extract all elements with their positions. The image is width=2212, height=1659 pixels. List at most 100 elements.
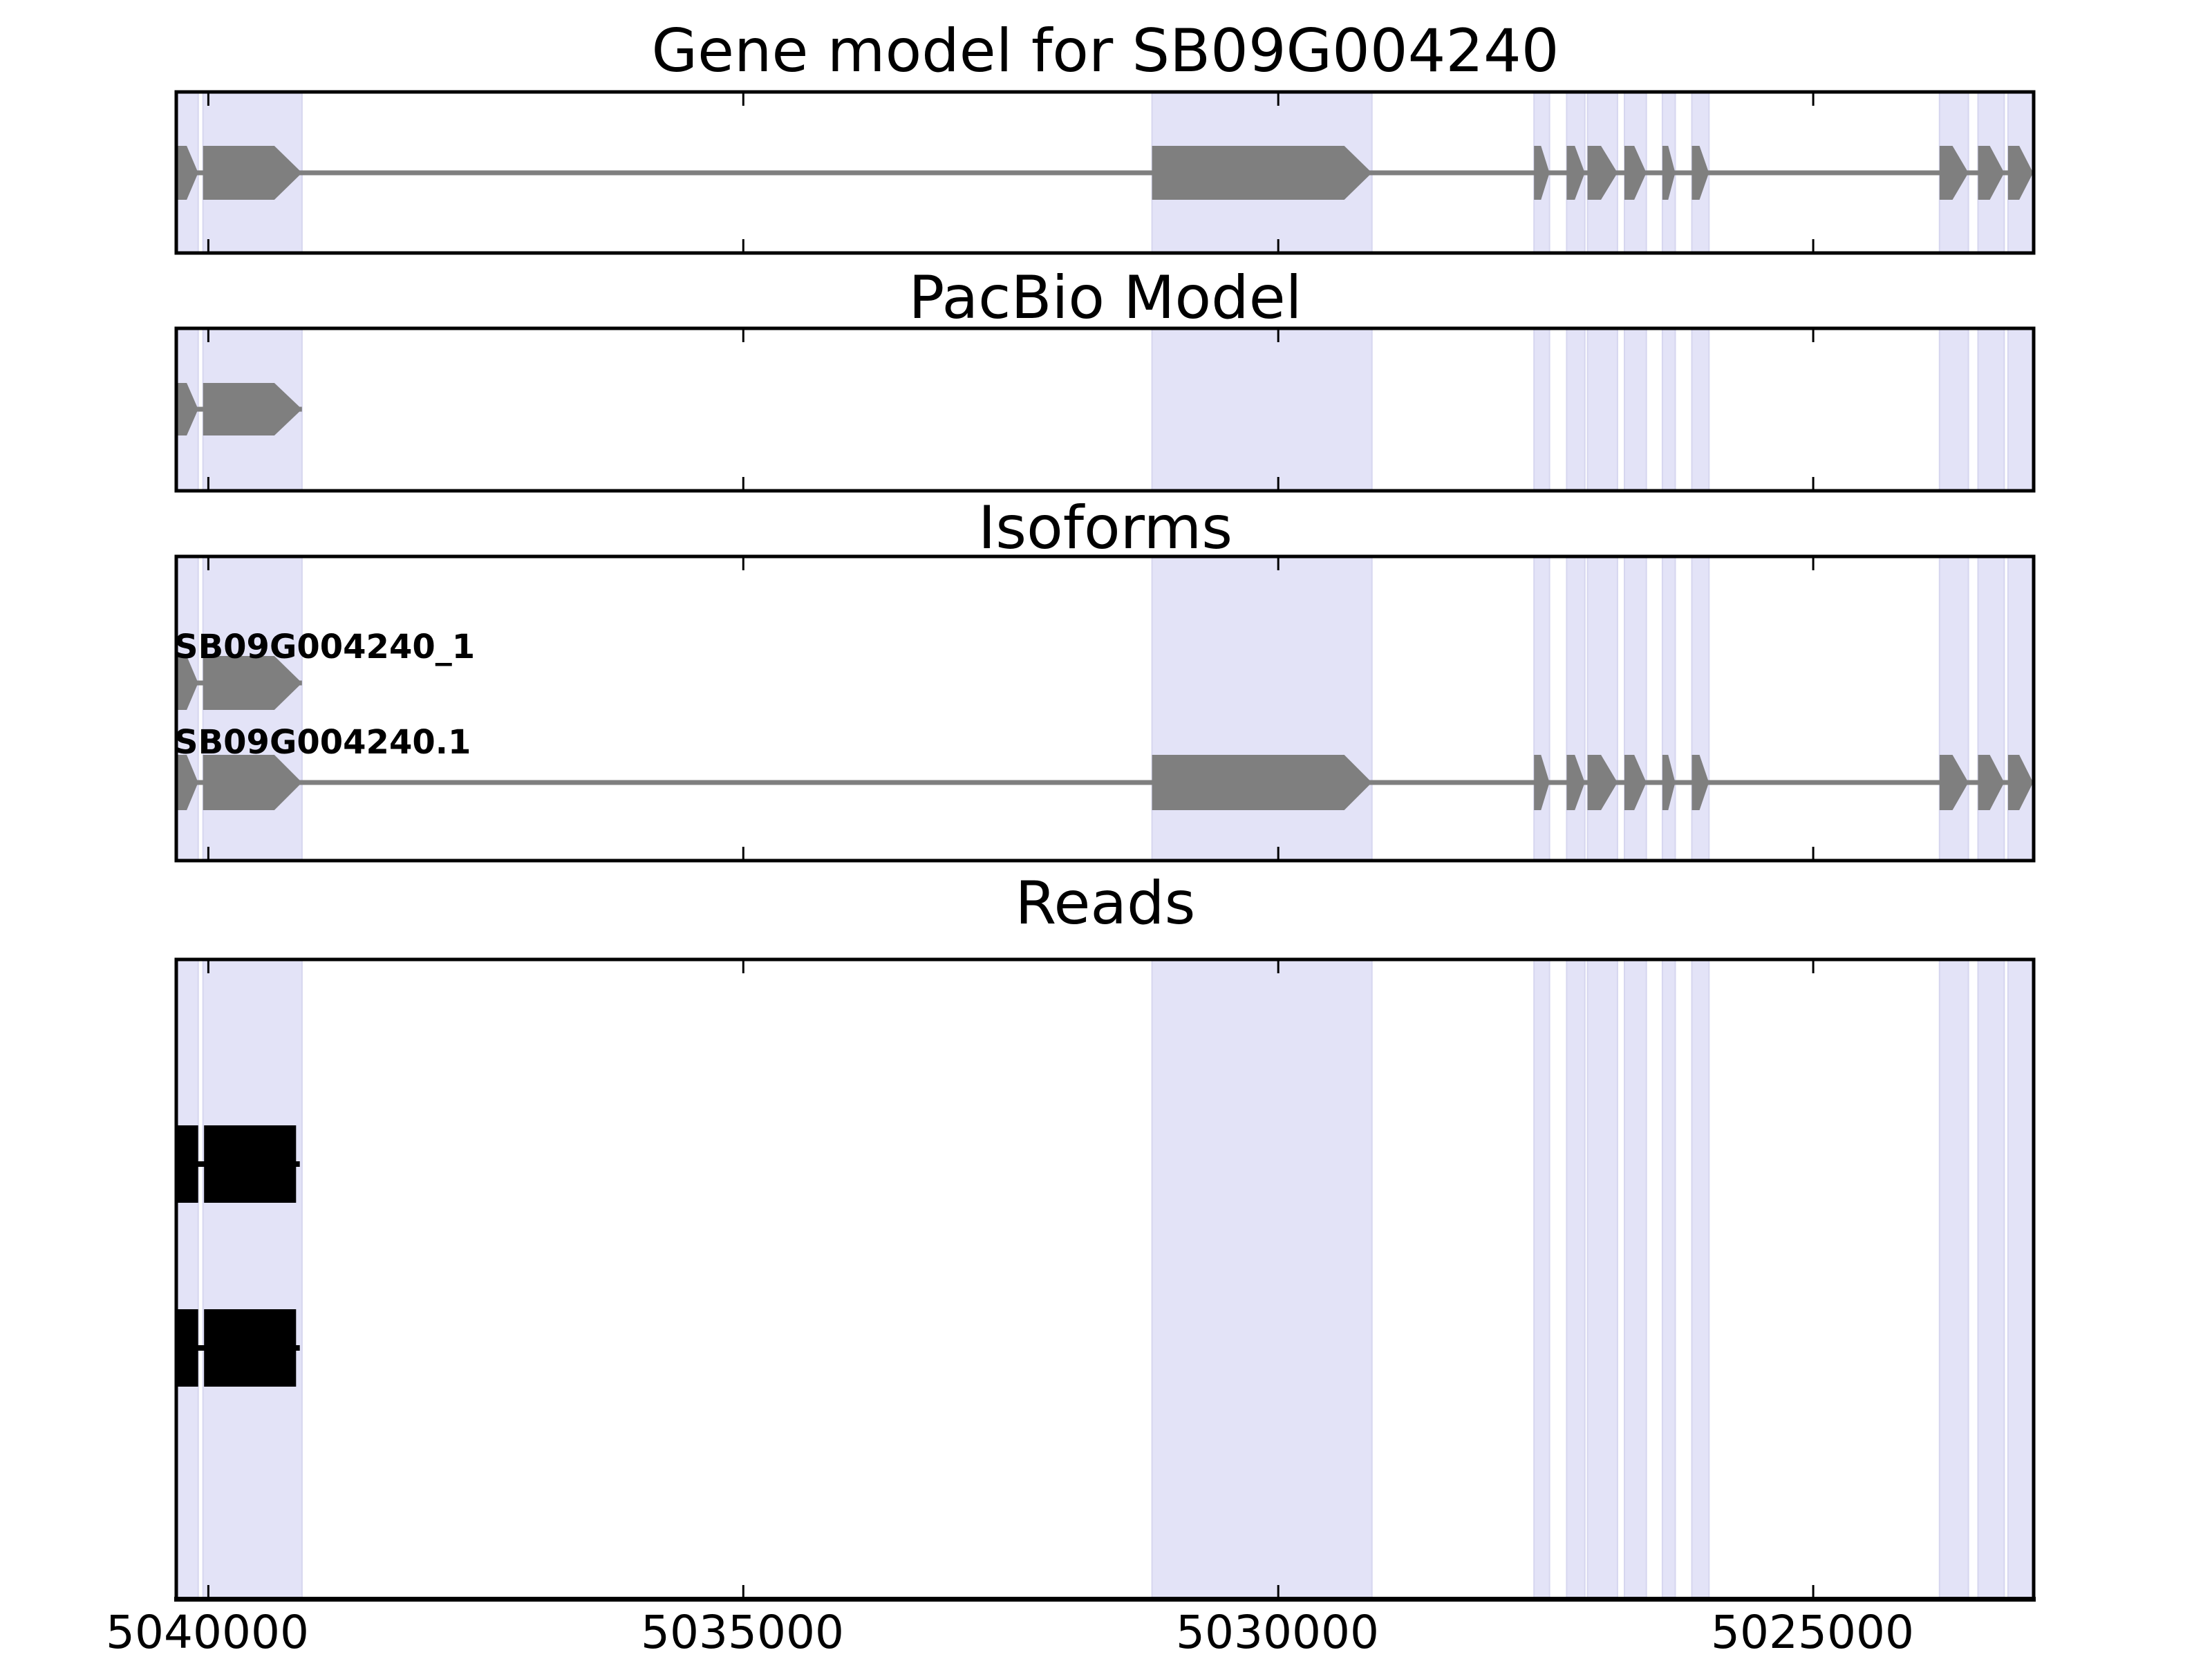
exon-arrow	[1939, 755, 1969, 810]
axis-tick	[207, 330, 209, 342]
highlight-band	[2007, 959, 2034, 1600]
exon-arrow	[1691, 146, 1709, 200]
highlight-band	[1977, 328, 2005, 491]
exon-arrow	[177, 383, 198, 435]
axis-tick	[1277, 239, 1280, 252]
highlight-band	[1624, 328, 1647, 491]
exon-arrow	[1587, 755, 1618, 810]
exon-arrow	[1587, 146, 1618, 200]
x-axis-line	[174, 1597, 2036, 1602]
highlight-band	[1533, 328, 1550, 491]
highlight-band	[1691, 959, 1710, 1600]
highlight-band	[1977, 556, 2005, 861]
exon-arrow	[1978, 755, 2005, 810]
highlight-band	[1151, 328, 1373, 491]
exon-arrow	[1978, 146, 2005, 200]
panel-title-pacbio-model: PacBio Model	[908, 263, 1302, 332]
x-tick-label: 5025000	[1711, 1606, 1914, 1659]
exon-arrow	[1566, 755, 1585, 810]
axis-tick	[742, 558, 744, 570]
highlight-band	[2007, 556, 2034, 861]
exon-arrow	[1939, 146, 1969, 200]
axis-tick	[1277, 330, 1280, 342]
exon-arrow	[1152, 755, 1372, 810]
read-exon	[177, 1125, 198, 1203]
highlight-band	[1938, 959, 1969, 1600]
intron-line	[177, 780, 2034, 785]
highlight-band	[1533, 959, 1550, 1600]
exon-arrow	[1534, 146, 1550, 200]
highlight-band	[1938, 556, 1969, 861]
highlight-band	[1586, 556, 1618, 861]
axis-tick	[1812, 477, 1815, 489]
panel-title-gene-model: Gene model for SB09G004240	[652, 17, 1559, 86]
panel-title-reads: Reads	[1015, 869, 1196, 938]
highlight-band	[1586, 328, 1618, 491]
exon-arrow	[203, 755, 302, 810]
axis-tick	[207, 1585, 209, 1597]
x-tick-label: 5035000	[641, 1606, 844, 1659]
exon-arrow	[1534, 755, 1550, 810]
highlight-band	[2007, 328, 2034, 491]
highlight-band	[1691, 556, 1710, 861]
highlight-band	[1661, 328, 1676, 491]
axis-tick	[1277, 961, 1280, 973]
axis-tick	[207, 558, 209, 570]
isoform-label: SB09G004240_1	[174, 628, 475, 666]
axis-tick	[742, 330, 744, 342]
highlight-band	[1566, 959, 1586, 1600]
exon-arrow	[203, 146, 302, 200]
exon-arrow	[177, 656, 198, 710]
exon-arrow	[1152, 146, 1372, 200]
highlight-band	[1586, 959, 1618, 1600]
axis-tick	[1277, 847, 1280, 859]
highlight-band	[176, 959, 199, 1600]
x-tick-label: 5030000	[1176, 1606, 1379, 1659]
read-exon	[204, 1309, 297, 1387]
highlight-band	[1566, 328, 1586, 491]
axis-tick	[1277, 477, 1280, 489]
intron-line	[177, 170, 2034, 176]
highlight-band	[1624, 556, 1647, 861]
axis-tick	[207, 961, 209, 973]
axis-tick	[1812, 847, 1815, 859]
exon-arrow	[203, 656, 302, 710]
highlight-band	[1691, 328, 1710, 491]
panel-border-pacbio-model	[174, 326, 2036, 493]
highlight-band	[1151, 959, 1373, 1600]
exon-arrow	[1566, 146, 1585, 200]
read-exon	[204, 1125, 297, 1203]
axis-tick	[207, 477, 209, 489]
axis-tick	[1812, 961, 1815, 973]
axis-tick	[1812, 558, 1815, 570]
exon-arrow	[177, 755, 198, 810]
highlight-band	[202, 959, 303, 1600]
highlight-band	[1151, 556, 1373, 861]
exon-arrow	[1662, 755, 1676, 810]
highlight-band	[1938, 328, 1969, 491]
axis-tick	[742, 847, 744, 859]
highlight-band	[1661, 959, 1676, 1600]
axis-tick	[1812, 93, 1815, 106]
axis-tick	[742, 1585, 744, 1597]
exon-arrow	[2007, 755, 2034, 810]
axis-tick	[1277, 558, 1280, 570]
panel-border-gene-model	[174, 90, 2036, 255]
panel-border-isoforms	[174, 554, 2036, 863]
exon-arrow	[177, 146, 198, 200]
axis-tick	[1277, 1585, 1280, 1597]
highlight-band	[1977, 959, 2005, 1600]
axis-tick	[1812, 1585, 1815, 1597]
axis-tick	[207, 93, 209, 106]
highlight-band	[1624, 959, 1647, 1600]
highlight-band	[1533, 556, 1550, 861]
axis-tick	[742, 477, 744, 489]
exon-arrow	[203, 383, 302, 435]
exon-arrow	[1624, 755, 1647, 810]
axis-tick	[742, 961, 744, 973]
axis-tick	[207, 847, 209, 859]
x-tick-label: 5040000	[106, 1606, 309, 1659]
